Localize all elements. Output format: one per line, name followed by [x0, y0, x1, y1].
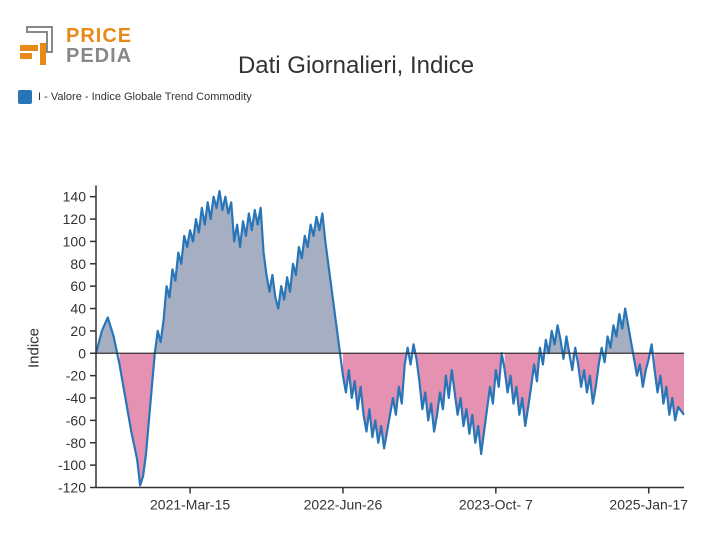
y-axis-label: Indice	[26, 327, 43, 367]
positive-area	[96, 191, 655, 353]
y-tick-label: 20	[70, 323, 86, 339]
plot-area: Indice -120 -100 -80 -60 -40 -20 0 20 40 60 80 100 1…	[18, 170, 694, 525]
y-tick-label: 100	[63, 233, 87, 249]
logo-text: PRICE PEDIA	[66, 26, 132, 66]
legend-label: I - Valore - Indice Globale Trend Commod…	[38, 91, 252, 103]
x-tick-label: 2025-Jan-17	[609, 497, 688, 513]
y-tick-label: 60	[70, 278, 86, 294]
y-tick-label: 140	[63, 189, 87, 205]
legend-swatch	[18, 90, 32, 104]
x-tick-label: 2021-Mar-15	[150, 497, 230, 513]
y-tick-label: -40	[66, 390, 86, 406]
header: PRICE PEDIA Dati Giornalieri, Indice	[18, 18, 694, 74]
y-tick-label: 40	[70, 301, 86, 317]
chart-svg: -120 -100 -80 -60 -40 -20 0 20 40 60 80 100 120 140 20…	[18, 170, 694, 525]
logo-mark-icon	[18, 25, 60, 67]
logo-text-line2: PEDIA	[66, 46, 132, 66]
y-tick-label: -20	[66, 368, 86, 384]
x-tick-label: 2022-Jun-26	[304, 497, 383, 513]
y-tick-label: -120	[58, 480, 86, 496]
chart-title: Dati Giornalieri, Indice	[238, 52, 474, 80]
y-tick-label: 80	[70, 256, 86, 272]
chart-container: PRICE PEDIA Dati Giornalieri, Indice I -…	[0, 0, 712, 555]
logo: PRICE PEDIA	[18, 25, 132, 67]
logo-text-line1: PRICE	[66, 26, 132, 46]
y-tick-label: 0	[78, 345, 86, 361]
negative-area	[120, 353, 684, 485]
y-tick-label: -100	[58, 457, 86, 473]
x-tick-label: 2023-Oct- 7	[459, 497, 533, 513]
legend: I - Valore - Indice Globale Trend Commod…	[18, 90, 252, 104]
y-tick-label: -60	[66, 412, 86, 428]
y-tick-label: 120	[63, 211, 87, 227]
y-tick-label: -80	[66, 435, 86, 451]
